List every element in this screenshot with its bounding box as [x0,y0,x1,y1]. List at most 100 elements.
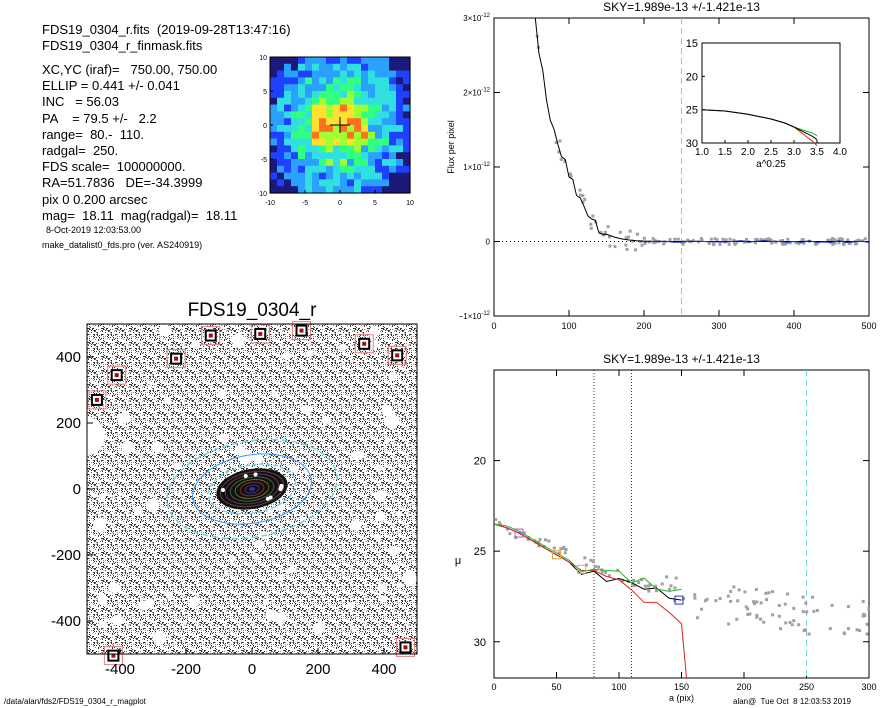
map-cell [319,97,327,106]
map-cell [396,159,404,167]
y-tick-mantissa: 1×10 [463,163,482,172]
map-cell [277,70,285,78]
sb-x-axis-label: a (pix) [669,693,694,703]
data-point [767,591,771,595]
data-point [603,230,607,234]
map-cell [284,159,292,167]
data-point [696,616,700,620]
map-cell [354,111,362,119]
data-point [624,236,628,240]
map-cell [326,186,334,194]
map-cell [361,111,369,119]
x-tick-label: 0 [248,661,256,678]
map-cell [382,84,390,92]
masked-source [239,449,253,465]
data-point [673,237,677,241]
isophote-contour [244,484,260,494]
map-cell [354,97,362,106]
data-point [848,241,852,245]
data-point [728,237,732,241]
map-cell [354,159,362,167]
map-cell [298,145,306,153]
y-tick-label: 0 [73,481,81,498]
data-point [765,598,769,602]
data-point [786,592,790,596]
map-cell [396,97,404,106]
data-point [651,237,655,241]
map-cell [326,63,334,72]
map-cell [277,111,285,119]
masked-source [395,582,404,589]
map-cell [389,111,397,119]
map-cell [361,172,369,180]
map-cell [270,91,278,99]
masked-source [164,397,171,405]
data-point [715,238,719,242]
map-cell [361,118,369,126]
masked-star-box-outer [395,637,415,657]
data-point [718,242,722,246]
x-tick-label: -200 [171,661,201,678]
map-cell [368,131,376,140]
map-cell [347,97,355,106]
x-tick-label: -10 [265,200,275,207]
data-point [646,584,650,588]
data-point [752,600,756,604]
masked-source [321,416,332,425]
profile-line-green [493,523,682,592]
map-cell [291,91,299,99]
map-cell [403,63,411,72]
masked-star-core [111,653,116,658]
map-cell [326,77,334,85]
data-point [862,612,866,616]
map-cell [403,57,411,65]
x-tick-label: 300 [711,321,726,331]
masked-knot [279,485,284,490]
map-cell [347,84,355,92]
masked-knot [253,472,258,477]
y-tick-label: 30 [474,637,486,649]
map-cell [270,131,278,140]
map-cell [291,63,299,72]
map-cell [396,118,404,126]
masked-source [351,628,357,633]
data-point [804,601,808,605]
map-cell [347,186,355,194]
map-cell [305,63,313,72]
inset-y-tick-label: 25 [686,105,698,117]
map-cell [312,104,320,112]
map-cell [298,138,306,146]
map-cell [361,179,369,187]
map-cell [319,131,327,140]
map-cell [354,118,362,126]
masked-source [231,333,245,348]
data-point [770,590,774,594]
data-point [569,174,573,178]
map-cell [396,91,404,99]
map-cell [375,70,383,78]
map-cell [361,125,369,133]
map-cell [403,159,411,167]
map-cell [305,145,313,153]
masked-star-box-outer [387,345,407,365]
x-tick-label: 50 [551,682,561,692]
map-cell [333,91,341,99]
data-point [771,613,775,617]
masked-star-core [114,373,119,378]
masked-source [252,552,259,560]
data-point [786,237,790,241]
map-cell [396,63,404,72]
map-cell [389,63,397,72]
fit-ellipse [192,453,312,525]
map-cell [312,125,320,133]
parameter-line: radgal= 250. [42,143,119,158]
map-cell [347,138,355,146]
data-point [606,225,610,229]
data-point [865,622,869,626]
data-point [662,242,666,246]
map-cell [312,145,320,153]
data-point [624,243,628,247]
data-point [755,615,759,619]
map-cell [382,77,390,85]
map-cell [333,179,341,187]
